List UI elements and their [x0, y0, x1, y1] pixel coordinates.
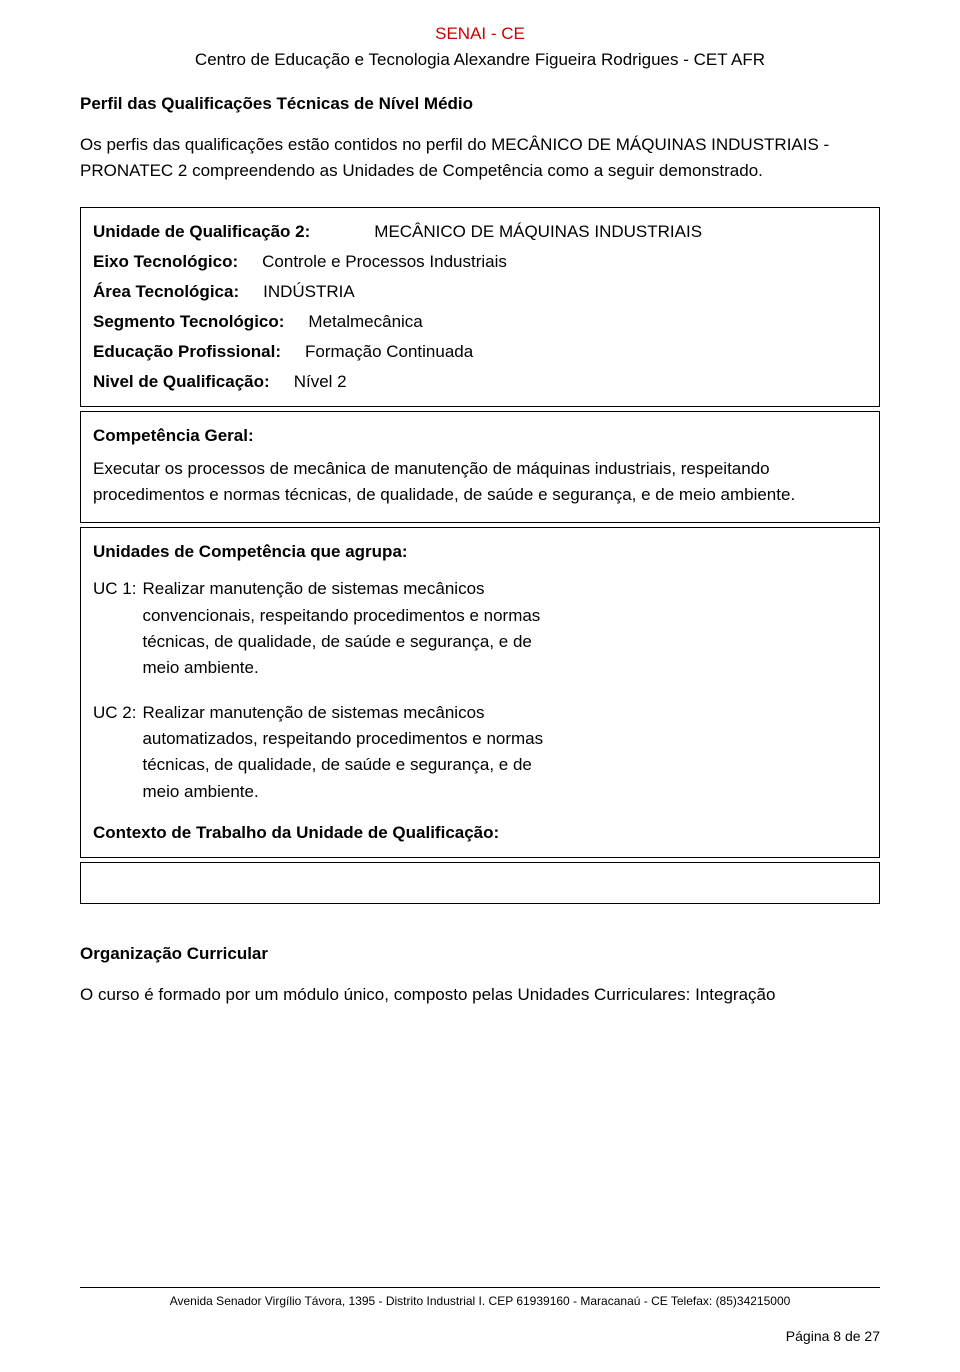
- intro-text: Os perfis das qualificações estão contid…: [80, 132, 880, 185]
- footer-address: Avenida Senador Virgílio Távora, 1395 - …: [80, 1294, 880, 1308]
- area-label: Área Tecnológica:: [93, 282, 239, 302]
- empty-context-box: [80, 862, 880, 904]
- unidades-heading: Unidades de Competência que agrupa:: [93, 542, 843, 562]
- segmento-value: Metalmecânica: [308, 312, 422, 332]
- footer-divider: [80, 1287, 880, 1288]
- nivel-value: Nível 2: [294, 372, 347, 392]
- competencia-heading: Competência Geral:: [93, 426, 843, 446]
- educacao-value: Formação Continuada: [305, 342, 473, 362]
- unidades-box: Unidades de Competência que agrupa: UC 1…: [80, 527, 880, 858]
- org-text: O curso é formado por um módulo único, c…: [80, 982, 880, 1008]
- unidade-value: MECÂNICO DE MÁQUINAS INDUSTRIAIS: [374, 222, 702, 242]
- page-number: Página 8 de 27: [80, 1328, 880, 1344]
- footer: Avenida Senador Virgílio Távora, 1395 - …: [80, 1287, 880, 1344]
- area-value: INDÚSTRIA: [263, 282, 355, 302]
- eixo-label: Eixo Tecnológico:: [93, 252, 238, 272]
- eixo-value: Controle e Processos Industriais: [262, 252, 507, 272]
- nivel-label: Nivel de Qualificação:: [93, 372, 270, 392]
- uc2-text: Realizar manutenção de sistemas mecânico…: [142, 700, 562, 805]
- uc2-label: UC 2:: [93, 700, 136, 805]
- header-subtitle: Centro de Educação e Tecnologia Alexandr…: [80, 50, 880, 70]
- header-title: SENAI - CE: [80, 24, 880, 44]
- unidade-label: Unidade de Qualificação 2:: [93, 222, 310, 242]
- educacao-label: Educação Profissional:: [93, 342, 281, 362]
- segmento-label: Segmento Tecnológico:: [93, 312, 284, 332]
- competencia-box: Competência Geral: Executar os processos…: [80, 411, 880, 524]
- uc1-label: UC 1:: [93, 576, 136, 681]
- section-heading: Perfil das Qualificações Técnicas de Nív…: [80, 94, 880, 114]
- org-heading: Organização Curricular: [80, 944, 880, 964]
- contexto-label: Contexto de Trabalho da Unidade de Quali…: [93, 823, 867, 843]
- uc1-text: Realizar manutenção de sistemas mecânico…: [142, 576, 562, 681]
- qualification-box: Unidade de Qualificação 2: MECÂNICO DE M…: [80, 207, 880, 407]
- competencia-text: Executar os processos de mecânica de man…: [93, 456, 867, 509]
